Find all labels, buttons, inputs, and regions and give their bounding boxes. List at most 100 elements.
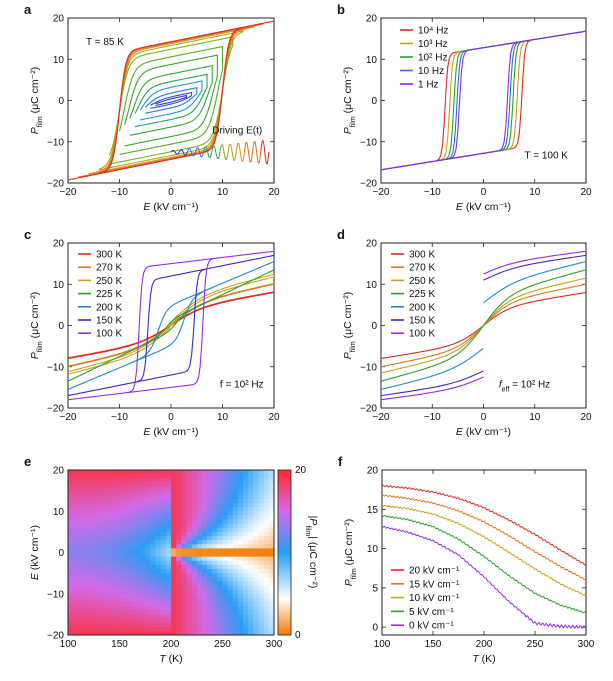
heatmap-cell	[232, 560, 239, 566]
heatmap-cell	[98, 564, 105, 570]
heatmap-cell	[160, 573, 167, 578]
driving-waveform	[170, 140, 270, 165]
heatmap-cell	[129, 527, 136, 533]
heatmap-cell	[248, 573, 254, 578]
heatmap-cell	[171, 527, 177, 533]
heatmap-cell	[212, 511, 218, 516]
heatmap-cell	[68, 622, 74, 628]
heatmap-cell	[207, 560, 213, 566]
heatmap-cell	[129, 474, 136, 479]
heatmap-cell	[196, 602, 203, 607]
heatmap-cell	[171, 548, 177, 553]
heatmap-cell	[176, 536, 182, 541]
heatmap-cell	[176, 622, 182, 628]
legend-label: 225 K	[96, 289, 122, 300]
heatmap-cell	[98, 515, 105, 520]
heatmap-cell	[237, 589, 244, 595]
heatmap-cell	[73, 581, 79, 586]
heatmap-cell	[98, 626, 105, 632]
heatmap-cell	[201, 589, 208, 595]
heatmap-cell	[196, 544, 203, 549]
heatmap-cell	[263, 569, 270, 574]
y-tick-label: 0	[58, 321, 64, 332]
heatmap-cell	[98, 490, 105, 496]
heatmap-cell	[150, 507, 156, 512]
heatmap-cell	[129, 618, 136, 624]
heatmap-cell	[181, 536, 187, 541]
heatmap-cell	[160, 523, 167, 529]
waveform-segment	[243, 141, 253, 163]
heatmap-cell	[140, 564, 146, 570]
heatmap-cell	[186, 482, 192, 487]
heatmap-cell	[73, 564, 79, 570]
heatmap-cell	[114, 610, 120, 615]
heatmap-cell	[207, 531, 213, 537]
heatmap-cell	[243, 515, 249, 520]
heatmap-cell	[191, 544, 198, 549]
heatmap-cell	[243, 569, 249, 574]
heatmap-cell	[83, 515, 89, 520]
heatmap-cell	[160, 589, 167, 595]
heatmap-cell	[83, 486, 89, 492]
heatmap-cell	[88, 564, 95, 570]
heatmap-cell	[201, 478, 208, 483]
heatmap-cell	[150, 474, 156, 479]
heatmap-cell	[222, 564, 229, 570]
frequency-annotation: feff = 10² Hz	[499, 379, 550, 393]
heatmap-cell	[78, 527, 84, 533]
heatmap-cell	[207, 610, 213, 615]
curve-negative-3	[381, 325, 484, 382]
heatmap-cell	[258, 564, 265, 570]
heatmap-cell	[83, 560, 89, 566]
x-axis-label: T (K)	[472, 653, 495, 665]
x-tick-label: 20	[580, 187, 592, 198]
heatmap-cell	[176, 610, 182, 615]
heatmap-cell	[78, 486, 84, 492]
heatmap-cell	[98, 552, 105, 558]
heatmap-cell	[171, 564, 177, 570]
heatmap-cell	[263, 536, 270, 541]
heatmap-cell	[227, 482, 234, 487]
heatmap-cell	[109, 626, 115, 632]
heatmap-cell	[104, 552, 110, 558]
heatmap-cell	[212, 482, 218, 487]
heatmap-cell	[171, 531, 177, 537]
heatmap-cell	[73, 511, 79, 516]
heatmap-cell	[258, 503, 265, 508]
heatmap-cell	[78, 494, 84, 500]
heatmap-cell	[155, 515, 162, 520]
heatmap-cell	[98, 602, 105, 607]
heatmap-cell	[124, 486, 131, 492]
heatmap-cell	[114, 544, 120, 549]
heatmap-cell	[160, 593, 167, 599]
heatmap-cell	[109, 585, 115, 591]
heatmap-cell	[243, 470, 249, 475]
heatmap-cell	[217, 482, 223, 487]
heatmap-cell	[176, 486, 182, 492]
heatmap-cell	[191, 470, 198, 475]
heatmap-cell	[68, 626, 74, 632]
heatmap-cell	[98, 589, 105, 595]
heatmap-cell	[119, 552, 126, 558]
heatmap-cell	[258, 548, 265, 553]
heatmap-cell	[78, 630, 84, 636]
heatmap-cell	[253, 614, 259, 619]
heatmap-cell	[263, 630, 270, 636]
heatmap-cell	[207, 606, 213, 611]
heatmap-cell	[258, 585, 265, 591]
heatmap-cell	[155, 470, 162, 475]
y-tick-label: 20	[53, 466, 65, 477]
series-3	[382, 514, 586, 614]
heatmap-cell	[129, 630, 136, 636]
waveform-segment	[203, 146, 213, 159]
heatmap-cell	[196, 519, 203, 525]
heatmap-cell	[232, 486, 239, 492]
heatmap-cell	[232, 544, 239, 549]
heatmap-cell	[129, 552, 136, 558]
heatmap-cell	[191, 527, 198, 533]
waveform-segment	[219, 144, 229, 160]
heatmap-cell	[119, 581, 126, 586]
heatmap-cell	[171, 606, 177, 611]
heatmap-cell	[232, 503, 239, 508]
